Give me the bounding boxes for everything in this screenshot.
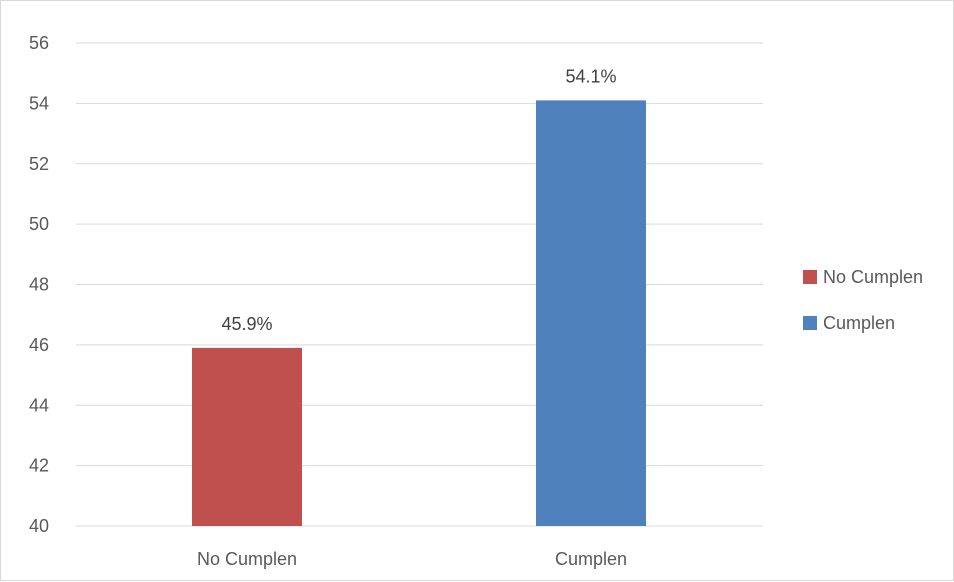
legend-swatch xyxy=(803,270,817,284)
bars xyxy=(192,100,646,526)
bar-no-cumplen xyxy=(192,347,302,526)
y-tick-label: 40 xyxy=(29,516,49,536)
legend-swatch xyxy=(803,316,817,330)
bar-cumplen xyxy=(536,100,646,526)
data-label: 45.9% xyxy=(221,314,272,334)
x-category-label: No Cumplen xyxy=(197,549,297,569)
y-tick-label: 48 xyxy=(29,275,49,295)
y-tick-label: 54 xyxy=(29,93,49,113)
y-tick-label: 52 xyxy=(29,154,49,174)
y-tick-label: 44 xyxy=(29,395,49,415)
legend-label: Cumplen xyxy=(823,313,895,333)
y-axis-ticks: 40 42 44 46 48 50 52 54 56 xyxy=(29,33,49,536)
y-tick-label: 56 xyxy=(29,33,49,53)
gridlines xyxy=(76,42,763,527)
y-tick-label: 46 xyxy=(29,335,49,355)
x-axis-categories: No Cumplen Cumplen xyxy=(197,549,627,569)
data-labels: 45.9% 54.1% xyxy=(221,66,616,334)
legend: No Cumplen Cumplen xyxy=(803,267,923,333)
y-tick-label: 50 xyxy=(29,214,49,234)
legend-label: No Cumplen xyxy=(823,267,923,287)
x-category-label: Cumplen xyxy=(555,549,627,569)
y-tick-label: 42 xyxy=(29,456,49,476)
data-label: 54.1% xyxy=(565,66,616,86)
